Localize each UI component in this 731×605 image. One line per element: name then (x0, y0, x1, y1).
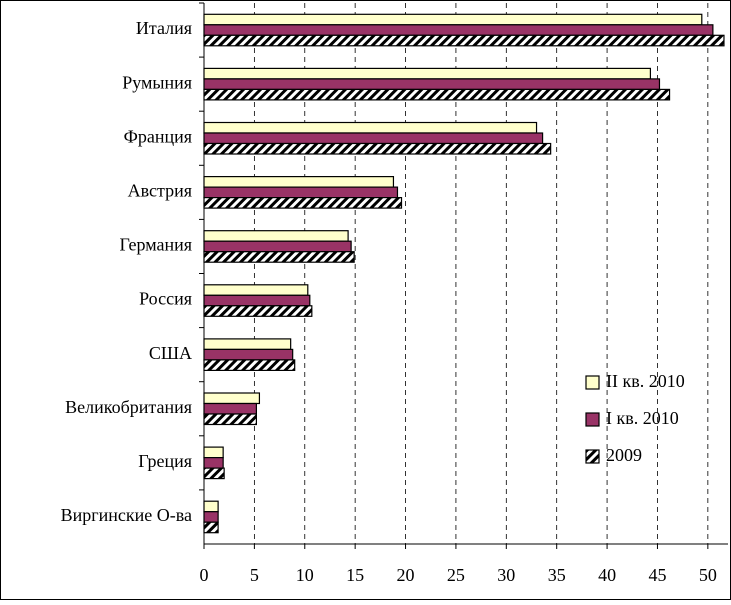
legend-label: II кв. 2010 (606, 371, 685, 391)
bar (203, 67, 652, 80)
legend-label: 2009 (606, 445, 642, 465)
y-tick-label: Россия (139, 289, 192, 309)
bar (203, 176, 395, 188)
y-tick-label: Греция (138, 451, 192, 471)
y-tick-label: Германия (119, 235, 192, 255)
legend-swatch (585, 412, 600, 427)
bar (203, 34, 725, 47)
bar (203, 511, 219, 523)
x-tick-label: 40 (598, 565, 616, 585)
bar (203, 284, 309, 296)
bar (203, 294, 311, 307)
bar (203, 446, 224, 459)
bar (203, 457, 224, 469)
bar (203, 186, 399, 199)
bar (203, 88, 671, 101)
bar (203, 121, 538, 134)
bar (203, 142, 552, 155)
x-tick-label: 50 (699, 565, 717, 585)
x-tick-label: 5 (250, 565, 259, 585)
x-tick-label: 25 (447, 565, 465, 585)
bar (203, 13, 703, 26)
y-tick-label: Виргинские О-ва (61, 505, 192, 525)
y-tick-label: Австрия (128, 180, 192, 200)
bar (203, 392, 261, 405)
bar (203, 251, 355, 263)
y-tick-label: Румыния (122, 72, 192, 92)
bar (203, 230, 349, 242)
bar (203, 305, 313, 317)
x-tick-label: 20 (397, 565, 415, 585)
legend-swatch (585, 375, 600, 390)
bar (203, 467, 225, 480)
y-tick-label: Великобритания (65, 397, 192, 417)
bar (203, 359, 296, 371)
bar (203, 132, 544, 145)
bar (203, 348, 294, 361)
legend-swatch (585, 449, 600, 464)
y-tick-label: Италия (136, 18, 192, 38)
bar (203, 78, 661, 91)
x-tick-label: 35 (548, 565, 566, 585)
y-tick-label: Франция (124, 126, 192, 146)
legend-label: I кв. 2010 (606, 408, 679, 428)
bar (203, 402, 258, 415)
x-tick-label: 30 (497, 565, 515, 585)
y-tick-label: США (149, 343, 192, 363)
bar (203, 500, 219, 513)
bar (203, 197, 403, 209)
bar (203, 338, 292, 350)
x-tick-label: 10 (296, 565, 314, 585)
bar (203, 413, 258, 426)
x-tick-label: 0 (200, 565, 209, 585)
x-tick-label: 15 (346, 565, 364, 585)
x-tick-label: 45 (648, 565, 666, 585)
bar (203, 521, 219, 534)
bar (203, 240, 352, 253)
bar (203, 24, 714, 36)
